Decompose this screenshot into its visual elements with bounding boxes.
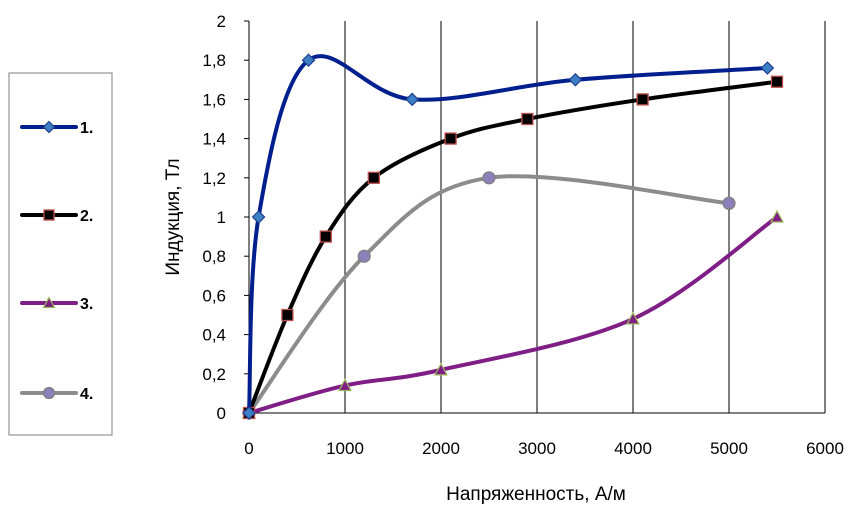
legend-item-4: 4. xyxy=(20,386,93,403)
x-tick-label: 5000 xyxy=(710,439,748,458)
y-tick-label: 1,4 xyxy=(202,130,226,149)
y-tick-label: 0,2 xyxy=(202,365,226,384)
legend-label: 3. xyxy=(80,296,93,313)
legend-swatch-marker xyxy=(43,209,55,221)
series-2-line xyxy=(247,79,779,415)
y-tick-label: 1 xyxy=(217,208,226,227)
series-1-point xyxy=(760,61,775,75)
series-group xyxy=(241,53,785,420)
y-tick-label: 1,6 xyxy=(202,90,226,109)
series-3-line xyxy=(247,215,779,415)
series-2 xyxy=(242,75,784,420)
y-tick-label: 0,8 xyxy=(202,247,226,266)
series-2-point xyxy=(636,93,649,106)
y-tick-label: 1,2 xyxy=(202,169,226,188)
legend-label: 2. xyxy=(80,208,93,225)
y-tick-label: 0,6 xyxy=(202,286,226,305)
series-1 xyxy=(242,53,775,420)
series-1-point xyxy=(251,210,266,224)
legend-label: 4. xyxy=(80,386,93,403)
legend-swatch-marker xyxy=(42,386,56,400)
series-3-point xyxy=(337,378,353,392)
series-4-point xyxy=(722,196,736,210)
legend-label: 1. xyxy=(80,120,93,137)
series-1-point xyxy=(568,72,583,87)
series-4 xyxy=(242,171,736,420)
x-tick-label: 6000 xyxy=(806,439,844,458)
series-2-point xyxy=(444,132,457,145)
legend-frame xyxy=(8,72,113,436)
series-4-point xyxy=(357,249,371,263)
axes xyxy=(244,20,825,414)
series-3-point xyxy=(769,209,785,223)
legend-item-2: 2. xyxy=(20,208,93,225)
series-2-point xyxy=(770,75,784,88)
x-tick-label: 0 xyxy=(244,439,253,458)
y-tick-label: 1,8 xyxy=(202,51,226,70)
x-tick-label: 3000 xyxy=(518,439,556,458)
x-tick-label: 2000 xyxy=(422,439,460,458)
series-1-point xyxy=(301,53,316,68)
series-2-point xyxy=(521,112,534,126)
series-1-point xyxy=(405,92,420,107)
legend: 1. 2. 3. 4. xyxy=(8,72,113,436)
y-tick-label: 0 xyxy=(217,404,226,423)
tick-labels: 0 1000 2000 3000 4000 5000 6000 0 0,2 0,4 0,6 0,8 1 1… xyxy=(202,12,844,458)
y-tick-label: 2 xyxy=(217,12,226,31)
y-axis-label: Индукция, Тл xyxy=(163,158,184,275)
x-tick-label: 4000 xyxy=(614,439,652,458)
series-1-point xyxy=(242,406,256,420)
series-4-line xyxy=(247,174,731,415)
series-4-point xyxy=(482,171,496,185)
series-2-point xyxy=(281,308,294,322)
series-3-point xyxy=(433,362,449,376)
series-2-point xyxy=(367,171,380,184)
legend-item-3: 3. xyxy=(20,296,93,313)
y-tick-label: 0,4 xyxy=(202,326,226,345)
series-2-point xyxy=(319,230,332,243)
x-tick-label: 1000 xyxy=(326,439,364,458)
series-3-point xyxy=(625,311,641,325)
legend-item-1: 1. xyxy=(20,120,93,137)
x-axis-label: Напряженность, А/м xyxy=(446,484,626,505)
legend-swatch-marker xyxy=(42,120,56,134)
legend-swatch-marker xyxy=(42,296,56,309)
series-1-line xyxy=(247,54,770,415)
